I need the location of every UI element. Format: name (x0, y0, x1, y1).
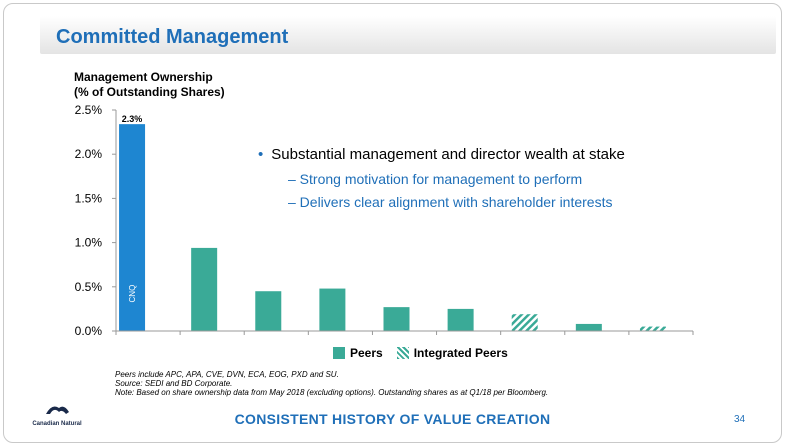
chart-label-line1: Management Ownership (74, 70, 213, 84)
y-tick-label: 2.5% (75, 103, 103, 117)
footnotes: Peers include APC, APA, CVE, DVN, ECA, E… (115, 370, 548, 397)
bar-6 (511, 314, 538, 331)
bar-8 (639, 326, 666, 331)
bar-1 (191, 247, 218, 331)
legend-swatch-integrated (396, 347, 409, 359)
legend-label-peers: Peers (350, 346, 383, 360)
company-logo: Canadian Natural (22, 402, 92, 427)
bar-data-label: 2.3% (122, 114, 143, 124)
chart-label-line2: (% of Outstanding Shares) (74, 85, 225, 99)
legend-label-integrated: Integrated Peers (413, 346, 508, 360)
y-tick-label: 0.0% (75, 324, 103, 338)
footnote-note: Note: Based on share ownership data from… (115, 388, 549, 397)
bullet-main-text: Substantial management and director weal… (271, 146, 625, 163)
bar-2 (255, 291, 282, 331)
bar-5 (447, 308, 474, 331)
legend-item-peers: Peers (333, 346, 383, 360)
bar-4 (383, 307, 410, 331)
footnote-source: Source: SEDI and BD Corporate. (115, 379, 233, 388)
bullet-sub-2: – Delivers clear alignment with sharehol… (288, 194, 613, 210)
bar-category-label: CNQ (128, 285, 137, 303)
bullets-block: • Substantial management and director wea… (258, 146, 728, 217)
bullet-sub-1: – Strong motivation for management to pe… (288, 171, 583, 187)
bullet-main: • Substantial management and director wea… (258, 146, 728, 163)
page-title: Committed Management (56, 26, 289, 48)
bar-3 (319, 288, 346, 331)
bar-7 (575, 323, 602, 331)
y-tick-label: 0.5% (75, 280, 103, 294)
y-tick-label: 1.0% (75, 236, 103, 250)
legend-item-integrated: Integrated Peers (396, 346, 508, 360)
logo-text: Canadian Natural (32, 421, 82, 427)
bar-0 (119, 124, 146, 331)
footnote-peers: Peers include APC, APA, CVE, DVN, ECA, E… (115, 370, 339, 379)
page-number: 34 (734, 414, 746, 425)
y-tick-label: 1.5% (75, 191, 103, 205)
title-bar (40, 16, 776, 54)
footer-tagline: CONSISTENT HISTORY OF VALUE CREATION (234, 411, 551, 427)
logo-icon (46, 406, 69, 414)
chart-legend: Peers Integrated Peers (333, 346, 522, 360)
legend-swatch-peers (333, 347, 345, 359)
y-tick-label: 2.0% (75, 147, 103, 161)
bullet-dot-icon: • (258, 146, 264, 163)
